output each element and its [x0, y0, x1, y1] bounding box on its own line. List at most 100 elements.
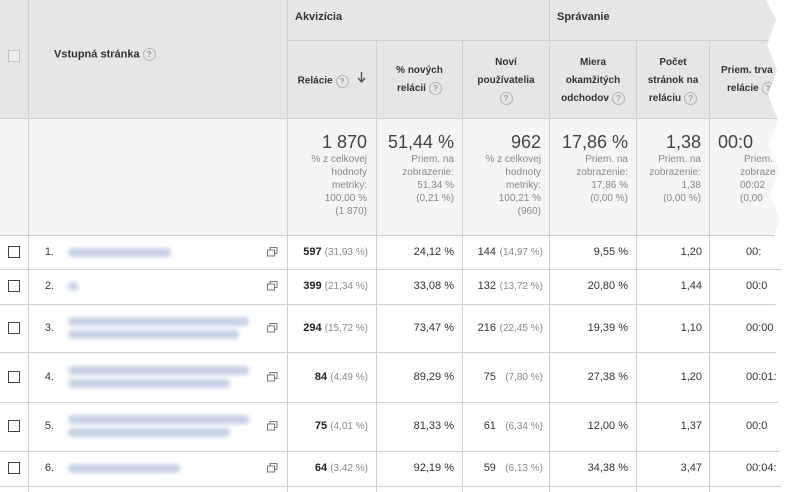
help-icon[interactable]: ?	[335, 74, 349, 88]
blurred-url-line	[68, 378, 230, 388]
open-in-new-icon[interactable]	[267, 371, 278, 382]
arrow-down-icon[interactable]	[357, 72, 366, 90]
value: 75	[483, 370, 496, 383]
summary-new-sessions: 51,44 % Priem. na zobrazenie: 51,34 % (0…	[377, 132, 454, 205]
landing-page-link[interactable]	[68, 282, 258, 295]
value: 84	[314, 370, 328, 383]
cell-pages-per-session: 3,47	[680, 462, 702, 474]
blurred-url-line	[68, 464, 181, 473]
help-icon[interactable]: ?	[142, 48, 156, 61]
summary-sessions: 1 870 % z celkovej hodnoty metriky: 100,…	[288, 132, 367, 218]
divider	[0, 235, 789, 236]
column-header-pages-per-session[interactable]: Počet stránok na reláciu?	[637, 54, 709, 108]
cell-sessions: 399 (21,34 %)	[288, 280, 368, 292]
help-icon[interactable]: ?	[611, 91, 625, 105]
summary-avg-duration: 00:0 Priem. zobraze 00:02 (0,00	[718, 132, 788, 205]
landing-page-header[interactable]: Vstupná stránka?	[54, 48, 156, 61]
column-label: Priem. trva	[721, 65, 773, 76]
divider	[549, 0, 550, 492]
landing-page-label: Vstupná stránka	[54, 48, 140, 61]
help-icon[interactable]: ?	[684, 91, 698, 105]
percent: (6,34 %)	[505, 421, 543, 432]
cell-avg-duration: 00:04:	[746, 462, 777, 474]
torn-edge	[766, 0, 789, 492]
value: 61	[483, 420, 496, 432]
summary-note: Priem. na	[658, 154, 701, 165]
column-header-sessions[interactable]: Relácie?	[288, 72, 376, 91]
cell-bounce-rate: 19,39 %	[587, 321, 628, 334]
percent: (15,72 %)	[324, 322, 368, 334]
column-label: relácií	[397, 83, 426, 94]
percent: (4,49 %)	[330, 371, 368, 383]
percent: (21,34 %)	[324, 281, 368, 292]
summary-note: zobrazenie:	[402, 167, 454, 178]
column-label: Relácie	[297, 75, 333, 87]
open-in-new-icon[interactable]	[267, 421, 278, 431]
row-checkbox[interactable]	[8, 280, 20, 292]
cell-avg-duration: 00:00	[746, 321, 774, 334]
summary-note: Priem. na	[585, 154, 628, 165]
divider	[0, 269, 789, 270]
column-header-new-users[interactable]: Noví používatelia ?	[463, 54, 549, 108]
select-all-checkbox[interactable]	[8, 50, 20, 62]
divider	[0, 118, 789, 119]
column-header-bounce-rate[interactable]: Miera okamžitých odchodov?	[550, 54, 636, 108]
percent: (6,13 %)	[505, 463, 543, 474]
summary-note: 100,21 %	[498, 193, 541, 204]
cell-bounce-rate: 27,38 %	[587, 370, 628, 383]
help-icon[interactable]: ?	[428, 81, 442, 95]
row-number: 5.	[44, 420, 54, 432]
row-checkbox[interactable]	[8, 420, 20, 432]
landing-page-link[interactable]	[68, 464, 258, 477]
column-header-new-sessions[interactable]: % nových relácií?	[377, 62, 462, 98]
column-label: relácie	[727, 83, 759, 94]
summary-note: metriky:	[332, 180, 367, 191]
blurred-url-line	[68, 415, 249, 424]
cell-sessions: 75 (4,01 %)	[288, 420, 368, 432]
cell-bounce-rate: 20,80 %	[587, 280, 628, 292]
landing-page-link[interactable]	[68, 415, 258, 441]
divider	[0, 304, 789, 305]
cell-avg-duration: 00:	[746, 245, 762, 258]
divider	[0, 486, 789, 487]
landing-page-link[interactable]	[68, 316, 258, 343]
summary-band	[0, 118, 789, 236]
summary-value: 1 870	[321, 132, 367, 152]
row-checkbox[interactable]	[8, 245, 20, 258]
cell-new-users: 75 (7,80 %)	[463, 371, 543, 383]
landing-page-link[interactable]	[68, 365, 258, 392]
row-number: 4.	[44, 370, 54, 383]
blurred-url-line	[68, 282, 78, 291]
open-in-new-icon[interactable]	[267, 246, 278, 257]
open-in-new-icon[interactable]	[267, 281, 278, 291]
row-checkbox[interactable]	[8, 370, 20, 383]
blurred-url-line	[68, 329, 239, 339]
percent: (3,42 %)	[330, 463, 368, 474]
value: 132	[477, 280, 496, 292]
open-in-new-icon[interactable]	[267, 322, 278, 333]
cell-bounce-rate: 12,00 %	[587, 420, 628, 432]
cell-new-users: 132 (13,72 %)	[463, 280, 543, 292]
cell-new-sessions: 33,08 %	[413, 280, 454, 292]
summary-note: zobrazenie:	[649, 167, 701, 178]
divider	[288, 40, 789, 41]
summary-note: (0,00 %)	[663, 193, 701, 204]
value: 144	[477, 245, 496, 258]
row-checkbox[interactable]	[8, 321, 20, 334]
summary-note: hodnoty	[505, 167, 541, 178]
percent: (31,93 %)	[324, 246, 368, 258]
row-number: 3.	[44, 321, 54, 334]
group-title-behavior: Správanie	[557, 11, 610, 23]
cell-new-sessions: 81,33 %	[413, 420, 454, 432]
cell-avg-duration: 00:0	[746, 420, 768, 432]
cell-new-sessions: 73,47 %	[413, 321, 454, 334]
blurred-url-line	[68, 365, 249, 375]
summary-note: Priem.	[744, 154, 773, 165]
help-icon[interactable]: ?	[499, 91, 513, 105]
divider	[0, 402, 789, 403]
open-in-new-icon[interactable]	[267, 463, 278, 473]
row-checkbox[interactable]	[8, 462, 20, 474]
summary-pages-per-session: 1,38 Priem. na zobrazenie: 1,38 (0,00 %)	[637, 132, 701, 205]
landing-page-link[interactable]	[68, 247, 258, 261]
cell-pages-per-session: 1,20	[680, 245, 702, 258]
